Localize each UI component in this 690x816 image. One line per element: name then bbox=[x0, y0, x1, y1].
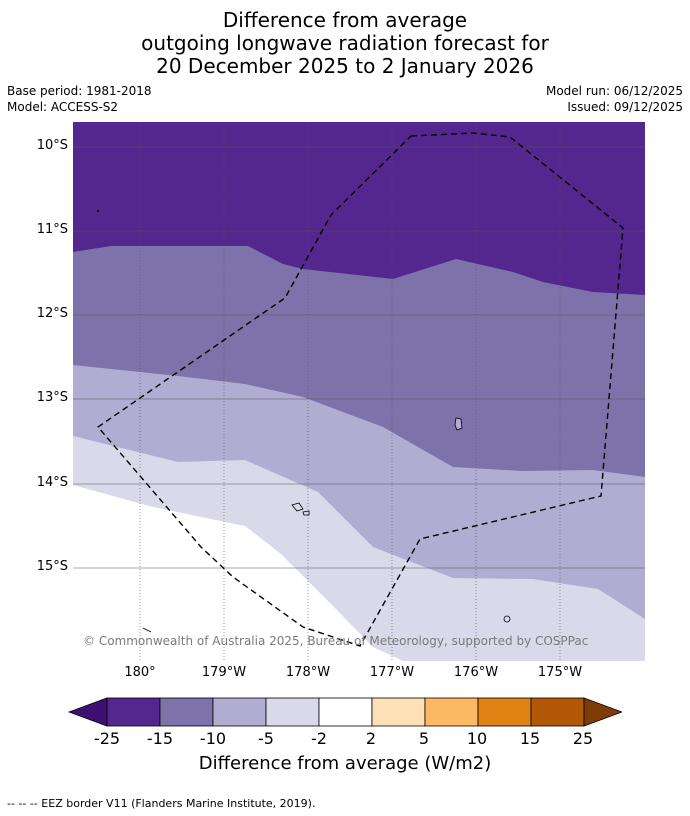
lat-tick-12s: 12°S bbox=[36, 306, 68, 321]
copyright-notice: © Commonwealth of Australia 2025, Bureau… bbox=[83, 634, 588, 648]
colorbar-tick: 15 bbox=[519, 729, 541, 748]
issued-date: Issued: 09/12/2025 bbox=[567, 100, 683, 114]
lat-tick-10s: 10°S bbox=[36, 138, 68, 153]
lon-tick-175w: 175°W bbox=[537, 665, 583, 680]
colorbar-tick: -10 bbox=[199, 729, 227, 748]
eez-legend: -- -- -- EEZ border V11 (Flanders Marine… bbox=[7, 797, 316, 810]
colorbar-extend-high bbox=[583, 697, 622, 727]
model-name: Model: ACCESS-S2 bbox=[7, 100, 119, 114]
colorbar-tick: 25 bbox=[572, 729, 594, 748]
lat-tick-11s: 11°S bbox=[36, 222, 68, 237]
eez-border bbox=[96, 132, 624, 647]
title-line-2: outgoing longwave radiation forecast for bbox=[141, 31, 549, 55]
colorbar-segment bbox=[106, 697, 161, 727]
colorbar-segment bbox=[477, 697, 532, 727]
colorbar-segment bbox=[318, 697, 373, 727]
anomaly-zone--2-to-2 bbox=[73, 485, 403, 661]
colorbar bbox=[68, 697, 622, 727]
base-period: Base period: 1981-2018 bbox=[7, 84, 152, 98]
lon-tick-177w: 177°W bbox=[369, 665, 415, 680]
lat-tick-13s: 13°S bbox=[36, 390, 68, 405]
olr-anomaly-map[interactable]: © Commonwealth of Australia 2025, Bureau… bbox=[73, 122, 645, 661]
colorbar-label: Difference from average (W/m2) bbox=[198, 753, 492, 774]
colorbar-tick: -2 bbox=[311, 729, 327, 748]
island-north-dot bbox=[97, 210, 99, 212]
colorbar-tick: 5 bbox=[418, 729, 430, 748]
model-run: Model run: 06/12/2025 bbox=[545, 84, 683, 98]
lon-tick-180: 180° bbox=[124, 665, 156, 680]
colorbar-segment bbox=[424, 697, 479, 727]
island-south-west bbox=[142, 627, 152, 633]
island-south-east bbox=[503, 615, 511, 623]
island-small-west bbox=[302, 510, 310, 516]
latitude-lines bbox=[73, 146, 645, 569]
colorbar-segment bbox=[371, 697, 426, 727]
title-line-3: 20 December 2025 to 2 January 2026 bbox=[156, 54, 534, 78]
island-fiji bbox=[454, 417, 463, 431]
lat-tick-14s: 14°S bbox=[36, 475, 68, 490]
colorbar-tick: -25 bbox=[93, 729, 121, 748]
lon-tick-178w: 178°W bbox=[285, 665, 331, 680]
colorbar-tick: 10 bbox=[466, 729, 488, 748]
colorbar-tick: -5 bbox=[258, 729, 274, 748]
colorbar-tick: -15 bbox=[146, 729, 174, 748]
island-group-west bbox=[291, 502, 304, 512]
colorbar-extend-low bbox=[68, 697, 108, 727]
lat-tick-15s: 15°S bbox=[36, 559, 68, 574]
anomaly-zone--25-to--15 bbox=[73, 122, 645, 295]
colorbar-segment bbox=[159, 697, 214, 727]
colorbar-segment bbox=[265, 697, 320, 727]
colorbar-tick: 2 bbox=[365, 729, 377, 748]
colorbar-segment bbox=[212, 697, 267, 727]
title-line-1: Difference from average bbox=[222, 8, 468, 32]
colorbar-segment bbox=[530, 697, 585, 727]
lon-tick-179w: 179°W bbox=[201, 665, 247, 680]
lon-tick-176w: 176°W bbox=[453, 665, 499, 680]
